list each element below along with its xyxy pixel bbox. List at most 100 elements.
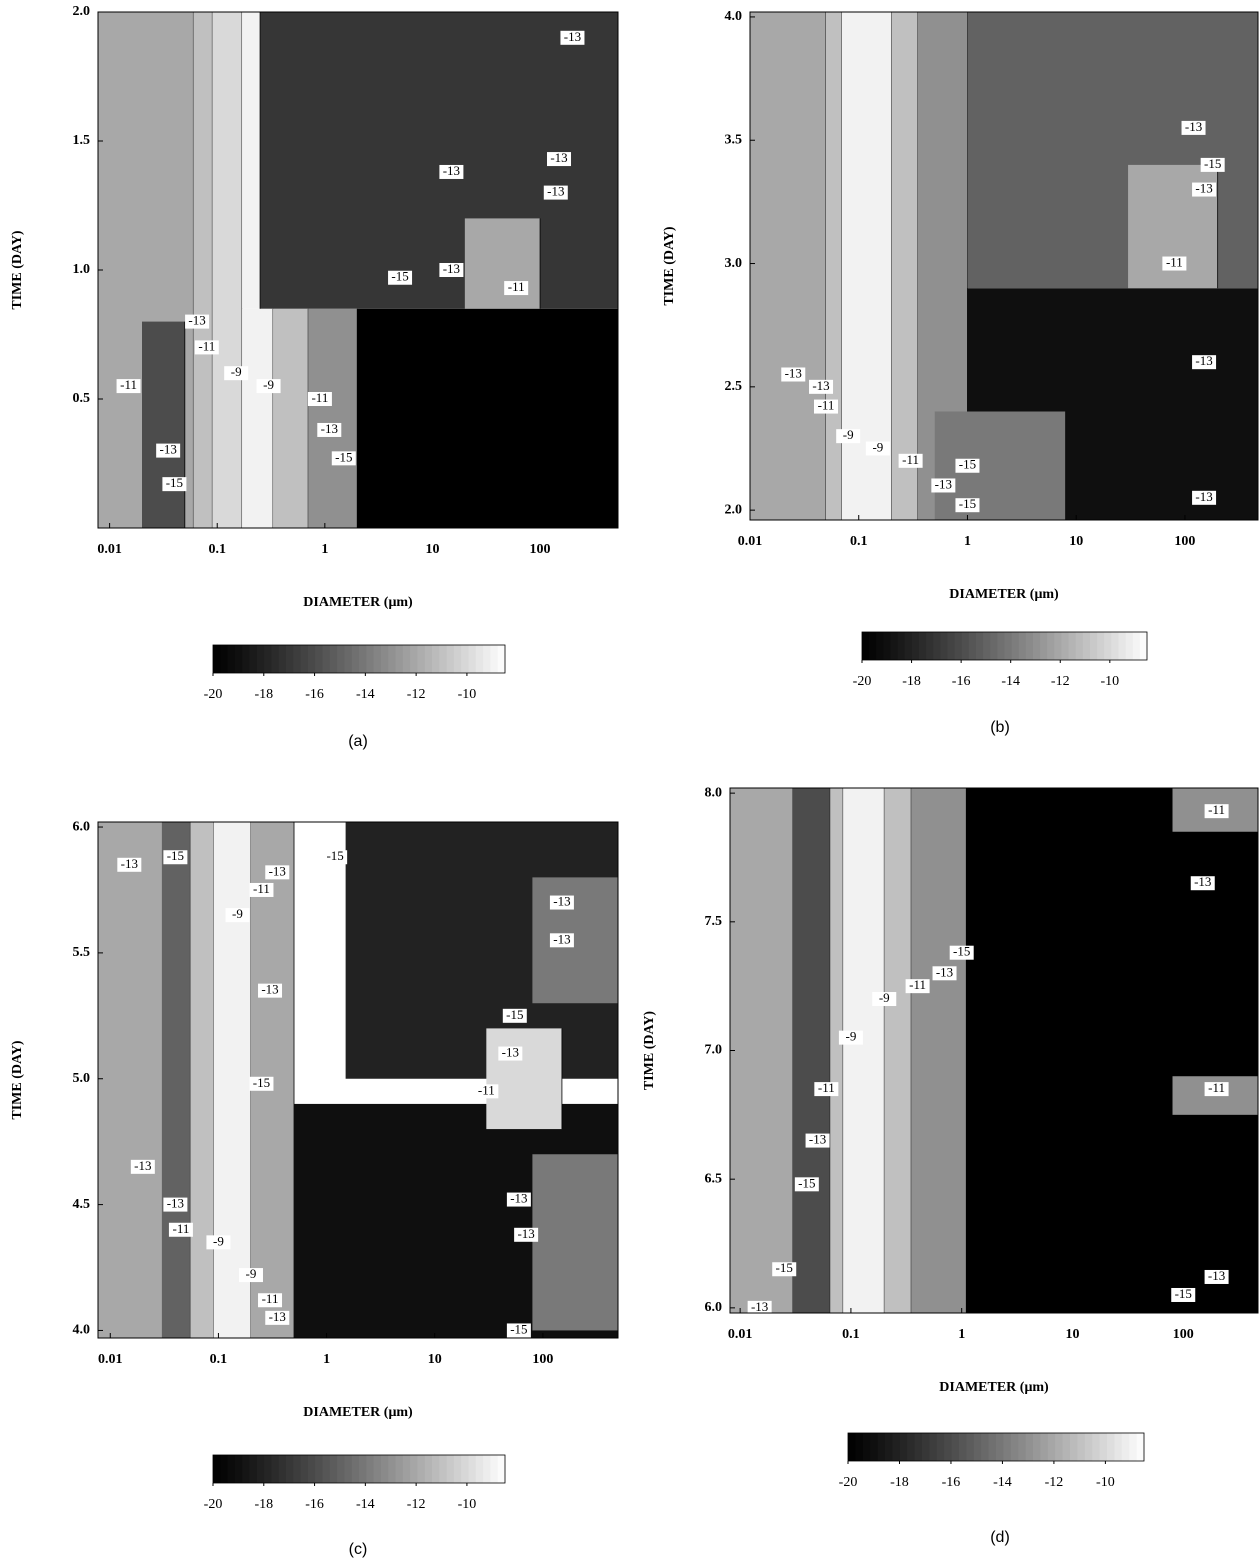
colorbar-tick-label: -14 — [356, 1497, 375, 1512]
y-tick-label: 3.5 — [725, 132, 743, 147]
colorbar-step — [424, 1455, 433, 1483]
colorbar-step — [862, 632, 870, 660]
contour-label-bg — [955, 458, 980, 473]
y-tick-label: 1.0 — [73, 262, 91, 277]
colorbar-step — [322, 645, 331, 673]
colorbar-step — [947, 632, 956, 660]
colorbar-step — [885, 1433, 893, 1461]
colorbar-step — [877, 1433, 886, 1461]
contour-label-bg — [238, 1268, 263, 1283]
contour-region — [891, 12, 918, 520]
contour-label-bg — [1192, 355, 1217, 370]
colorbar-step — [961, 632, 970, 660]
colorbar-step — [1070, 1433, 1078, 1461]
colorbar-tick-label: -14 — [356, 687, 375, 702]
x-axis-label: DIAMETER (μm) — [939, 1380, 1049, 1395]
colorbar-step — [1136, 1433, 1145, 1461]
colorbar-tick-label: -14 — [993, 1475, 1012, 1490]
contour-region — [242, 308, 274, 528]
contour-label-bg — [474, 1084, 499, 1099]
colorbar-step — [417, 645, 426, 673]
colorbar-step — [337, 1455, 345, 1483]
contour-label-bg — [388, 270, 413, 285]
colorbar-step — [380, 645, 389, 673]
colorbar-step — [926, 632, 934, 660]
contour-label-bg — [265, 1310, 290, 1325]
y-tick-label: 5.0 — [73, 1071, 91, 1086]
y-tick-label: 4.5 — [73, 1197, 91, 1212]
colorbar-step — [439, 645, 448, 673]
contour-label: -11 — [311, 390, 328, 405]
contour-label: -15 — [506, 1007, 523, 1022]
contour-label-bg — [504, 281, 529, 296]
colorbar-step — [929, 1433, 938, 1461]
contour-label: -13 — [936, 964, 953, 979]
colorbar-step — [359, 645, 367, 673]
colorbar-step — [922, 1433, 930, 1461]
colorbar-step — [344, 645, 353, 673]
colorbar-step — [453, 645, 462, 673]
colorbar-step — [907, 1433, 916, 1461]
contour-label-bg — [323, 850, 348, 865]
x-tick-label: 100 — [1174, 534, 1195, 549]
contour-label: -11 — [1208, 802, 1225, 817]
contour-label: -13 — [1208, 1268, 1225, 1283]
contour-label-bg — [130, 1159, 155, 1174]
colorbar-step — [968, 632, 977, 660]
x-tick-label: 100 — [532, 1352, 553, 1367]
colorbar-step — [996, 1433, 1004, 1461]
colorbar-tick-label: -16 — [942, 1475, 961, 1490]
colorbar-step — [497, 1455, 506, 1483]
contour-label: -9 — [843, 427, 854, 442]
colorbar-step — [271, 1455, 280, 1483]
colorbar-step — [278, 1455, 287, 1483]
colorbar-step — [848, 1433, 856, 1461]
colorbar-tick-label: -18 — [890, 1475, 909, 1490]
contour-label: -11 — [253, 881, 270, 896]
colorbar-step — [1082, 632, 1091, 660]
contour-label: -13 — [269, 1309, 286, 1324]
colorbar-step — [1025, 1433, 1034, 1461]
contour-label: -13 — [443, 163, 460, 178]
colorbar-step — [1033, 1433, 1041, 1461]
contour-label: -9 — [879, 990, 890, 1005]
colorbar-step — [366, 1455, 375, 1483]
contour-label-bg — [1200, 157, 1225, 172]
colorbar-step — [242, 645, 250, 673]
contour-label: -15 — [335, 449, 352, 464]
contour-label: -13 — [517, 1226, 534, 1241]
x-axis-label: DIAMETER (μm) — [303, 1405, 413, 1420]
contour-label: -11 — [1166, 255, 1183, 270]
colorbar-step — [475, 645, 484, 673]
contour-region — [830, 788, 844, 1313]
contour-region — [825, 12, 842, 520]
colorbar-step — [366, 645, 375, 673]
colorbar-step — [300, 645, 309, 673]
contour-label: -15 — [959, 496, 976, 511]
colorbar-step — [919, 632, 927, 660]
plot-area: -11 -13 -15 -13 -11 -9 -9 -11 -13 -15 -15 -13 -11 -13… — [98, 12, 618, 528]
contour-region — [730, 788, 793, 1313]
contour-label: -13 — [159, 442, 176, 457]
contour-region — [213, 822, 251, 1338]
contour-label-bg — [206, 1235, 231, 1250]
colorbar-tick-label: -16 — [305, 1497, 324, 1512]
colorbar-step — [475, 1455, 484, 1483]
y-tick-label: 4.0 — [725, 9, 743, 24]
colorbar-step — [497, 645, 506, 673]
colorbar-step — [911, 632, 920, 660]
colorbar-step — [1018, 632, 1027, 660]
colorbar-step — [468, 1455, 477, 1483]
colorbar-step — [870, 1433, 879, 1461]
x-tick-label: 10 — [425, 542, 439, 557]
contour-label-bg — [747, 1300, 772, 1313]
contour-label-bg — [931, 478, 956, 493]
contour-label: -9 — [246, 1266, 257, 1281]
contour-label-bg — [258, 983, 283, 998]
colorbar-step — [490, 645, 499, 673]
colorbar-frame — [212, 1454, 506, 1484]
contour-label: -13 — [564, 29, 581, 44]
colorbar-step — [264, 645, 272, 673]
contour-label-bg — [865, 441, 890, 456]
colorbar-step — [892, 1433, 901, 1461]
